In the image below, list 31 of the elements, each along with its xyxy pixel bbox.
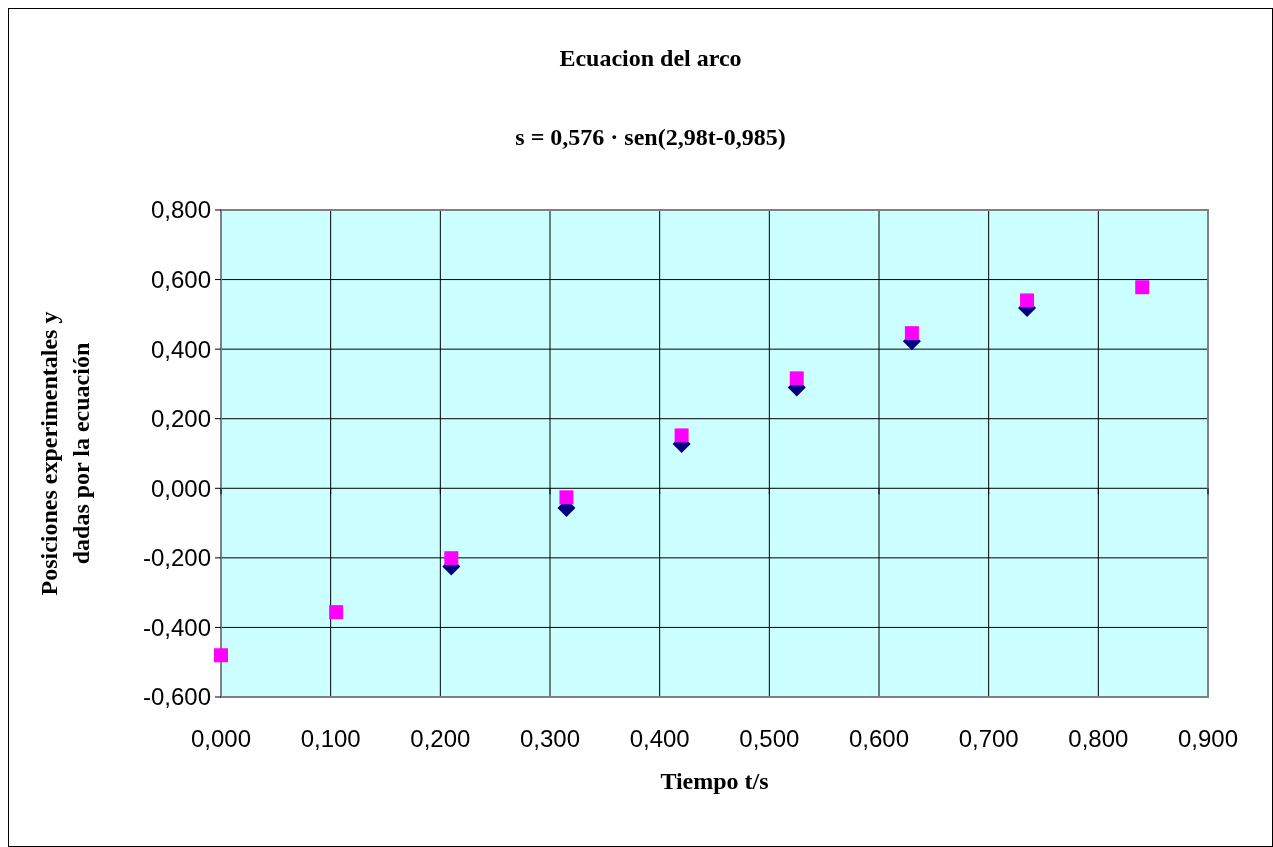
y-axis-title: Posiciones experimentales y dadas por la ecuación xyxy=(35,310,95,598)
y-tick-label: -0,200 xyxy=(142,544,211,572)
x-tick-label: 0,700 xyxy=(958,725,1019,752)
point xyxy=(559,490,574,505)
point xyxy=(674,428,689,443)
x-axis-title: Tiempo t/s xyxy=(660,768,769,794)
y-tick-label: 0,600 xyxy=(150,265,211,293)
y-tick-label: -0,400 xyxy=(142,613,211,641)
x-tick-label: 0,600 xyxy=(848,725,910,752)
point xyxy=(214,648,228,663)
chart-subtitle: s = 0,576 · sen(2,98t-0,985) xyxy=(515,124,786,150)
y-tick-label: 0,200 xyxy=(150,405,211,433)
y-tick-label: -0,600 xyxy=(142,683,211,711)
y-tick-label: 0,000 xyxy=(150,474,211,502)
x-tick-label: 0,800 xyxy=(1068,725,1129,752)
x-tick-label: 0,200 xyxy=(410,725,471,752)
point xyxy=(329,605,344,620)
x-tick-label: 0,400 xyxy=(629,725,690,752)
chart-title: Ecuacion del arco xyxy=(559,45,742,71)
y-tick-label: 0,800 xyxy=(150,196,211,224)
y-tick-label: 0,400 xyxy=(150,335,211,363)
x-tick-label: 0,300 xyxy=(519,725,581,752)
point xyxy=(1135,280,1150,295)
point xyxy=(904,326,919,341)
point xyxy=(1020,293,1035,308)
x-tick-label: 0,000 xyxy=(190,725,252,752)
x-tick-label: 0,100 xyxy=(300,725,361,752)
x-tick-label: 0,900 xyxy=(1177,725,1239,752)
point xyxy=(789,371,804,386)
x-tick-label: 0,500 xyxy=(739,725,800,752)
point xyxy=(444,551,459,566)
